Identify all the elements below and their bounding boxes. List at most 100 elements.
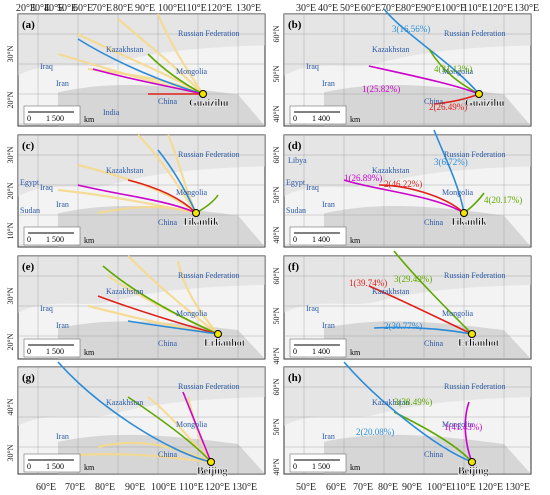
cluster-mean-line	[378, 184, 465, 214]
country-label: Russian Federation	[444, 382, 506, 391]
cluster-mean-line	[464, 401, 473, 463]
map-panel: Russian Federation Kazakhstan Mongolia Liby…	[272, 129, 532, 248]
cluster-mean-line	[157, 149, 197, 214]
country-label: Russian Federation	[178, 150, 240, 159]
latitude-label: 50°N	[272, 307, 281, 324]
cluster-label: 2(30.77%)	[384, 321, 422, 331]
scale-box	[23, 338, 81, 358]
latitude-label: 60°N	[272, 25, 281, 42]
station-name: Tikanlik	[182, 217, 219, 228]
land-mass	[284, 14, 531, 76]
scale-box	[23, 105, 81, 125]
latitude-label: 40°N	[272, 347, 281, 364]
top-axis-label: 40°E	[44, 3, 64, 14]
cluster-label: 4(20.17%)	[484, 195, 522, 205]
panel-letter: (a)	[22, 19, 35, 31]
top-axis-label: 130°E	[236, 3, 261, 14]
country-label: Iran	[56, 321, 69, 330]
highland-mass	[324, 434, 531, 474]
panel-letter: (d)	[288, 140, 302, 152]
scale-bar: 0 1 500 km	[289, 453, 361, 473]
country-label: Iraq	[40, 304, 53, 313]
country-label: Russian Federation	[444, 150, 506, 159]
highland-mass	[324, 321, 531, 359]
latitude-label: 60°N	[272, 378, 281, 395]
latitude-label: 40°N	[272, 226, 281, 243]
country-label: Russian Federation	[178, 271, 240, 280]
country-label: Kazakhstan	[372, 45, 409, 54]
country-label: Iran	[322, 321, 335, 330]
trajectory-line	[77, 453, 212, 464]
country-label: Iran	[56, 200, 69, 209]
bottom-axis-left: 60°E 70°E 80°E 90°E 100°E 110°E 120°E 13…	[36, 482, 257, 493]
country-label: Kazakhstan	[372, 287, 409, 296]
bottom-axis-label: 120°E	[478, 482, 503, 493]
cluster-mean-line	[77, 38, 204, 95]
land-mass	[284, 367, 531, 426]
country-label: Iran	[56, 432, 69, 441]
highland-mass	[58, 206, 265, 247]
top-axis-label: 50°E	[340, 3, 360, 14]
cluster-mean-line	[343, 361, 473, 463]
station-marker	[468, 330, 476, 338]
bottom-axis-right: 50°E 60°E 70°E 80°E 90°E 100°E 110°E 120…	[296, 482, 530, 493]
station-name: Tikanlik	[450, 217, 487, 228]
bottom-axis-label: 130°E	[232, 482, 257, 493]
top-axis-label: 70°E	[92, 3, 112, 14]
bottom-axis-label: 80°E	[95, 482, 115, 493]
top-axis-right: 30°E 40°E 50°E 60°E 70°E 80°E 90°E 100°E…	[296, 3, 539, 14]
bottom-axis-label: 120°E	[205, 482, 230, 493]
scale-unit: km	[84, 463, 95, 472]
bottom-axis-label: 60°E	[326, 482, 346, 493]
latitude-label: 30°N	[6, 444, 15, 461]
cluster-mean-line	[127, 179, 197, 214]
scale-bar: 0 1 400 km	[289, 105, 361, 125]
cluster-mean-line	[373, 326, 473, 335]
trajectory-line	[176, 260, 219, 335]
map-panel: Russian Federation Kazakhstan Mongolia Iran…	[6, 361, 266, 477]
trajectory-line	[156, 13, 204, 95]
country-label: Mongolia	[176, 309, 208, 318]
scale-box	[23, 453, 81, 473]
latitude-label: 40°N	[272, 458, 281, 475]
land-mass	[18, 367, 265, 426]
highland-mass	[58, 85, 265, 126]
country-label: China	[424, 97, 444, 106]
scale-bar: 0 1 400 km	[289, 338, 361, 358]
top-axis-left: 20°E 30°E 40°E 50°E 60°E 70°E 80°E 90°E …	[16, 3, 261, 14]
country-label: Kazakhstan	[106, 45, 143, 54]
map-panel: Russian Federation Kazakhstan Mongolia Iraq…	[6, 255, 266, 360]
latitude-label: 30°N	[6, 45, 15, 62]
country-label: Egypt	[20, 178, 40, 187]
scale-box	[289, 338, 347, 358]
top-axis-label: 110°E	[182, 3, 207, 14]
cluster-label: 3(16.56%)	[392, 24, 430, 34]
country-label: Kazakhstan	[106, 287, 143, 296]
panel-letter: (h)	[288, 372, 302, 384]
bottom-axis-label: 50°E	[296, 482, 316, 493]
cluster-mean-line	[77, 184, 197, 214]
bottom-axis-label: 80°E	[378, 482, 398, 493]
country-label: China	[158, 218, 178, 227]
bottom-axis-label: 100°E	[151, 482, 176, 493]
top-axis-label: 80°E	[113, 3, 133, 14]
scale-box	[289, 105, 347, 125]
top-axis-label: 40°E	[318, 3, 338, 14]
country-label: Iran	[322, 432, 335, 441]
top-axis-label: 20°E	[16, 3, 36, 14]
country-label: Iran	[56, 79, 69, 88]
top-axis-label: 90°E	[421, 3, 441, 14]
scale-label-left: 0	[293, 462, 297, 471]
country-label: Sudan	[20, 206, 40, 215]
cluster-mean-line	[97, 295, 219, 335]
map-panel: Russian Federation Kazakhstan Mongolia Iran…	[272, 361, 532, 477]
scale-unit: km	[84, 236, 95, 245]
top-axis-label: 60°E	[361, 3, 381, 14]
scale-label-left: 0	[27, 462, 31, 471]
panel-letter: (c)	[22, 140, 35, 152]
scale-label-right: 1 500	[312, 462, 330, 471]
cluster-mean-line	[368, 65, 480, 95]
latitude-label: 60°N	[272, 146, 281, 163]
top-axis-label: 30°E	[296, 3, 316, 14]
station-name: Erlianhot	[458, 338, 500, 349]
